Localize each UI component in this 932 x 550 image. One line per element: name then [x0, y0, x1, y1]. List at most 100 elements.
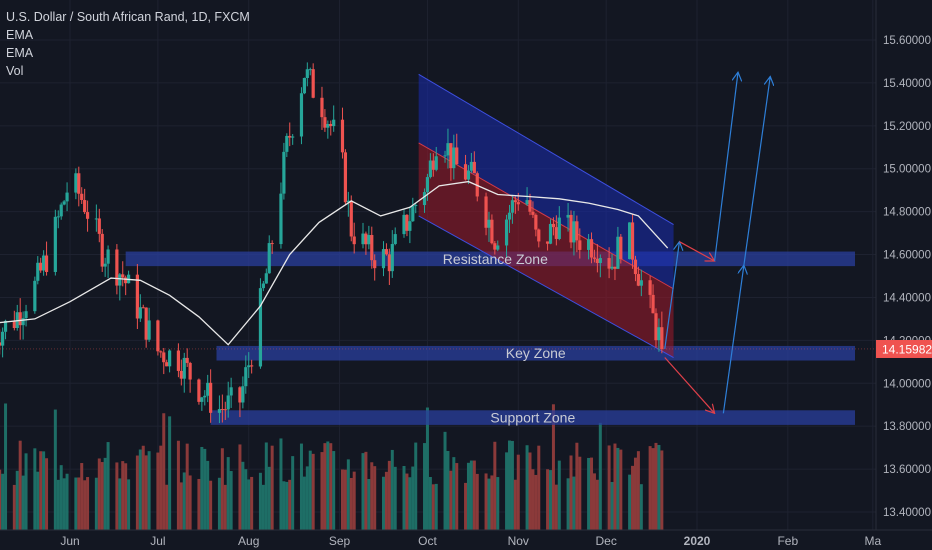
candle-body	[0, 342, 2, 346]
candle-body	[94, 218, 98, 220]
volume-bar	[282, 481, 286, 530]
volume-bar	[141, 445, 145, 530]
candle-body	[367, 235, 371, 245]
volume-bar	[308, 450, 312, 530]
volume-bar	[393, 466, 397, 530]
volume-bar	[179, 482, 183, 530]
volume-bar	[188, 475, 192, 530]
candle-body	[279, 193, 283, 245]
zone-label: Key Zone	[506, 345, 566, 361]
volume-bar	[516, 454, 520, 530]
candle-body	[288, 135, 292, 138]
symbol-title[interactable]: U.S. Dollar / South African Rand, 1D, FX…	[6, 10, 250, 24]
candle-body	[373, 260, 377, 269]
volume-bar	[206, 460, 210, 530]
volume-bar	[487, 478, 491, 530]
volume-bar	[162, 413, 166, 530]
volume-bar	[42, 451, 46, 530]
volume-bar	[428, 477, 432, 530]
candle-body	[241, 386, 245, 403]
time-tick-label: Sep	[329, 534, 351, 548]
volume-bar	[466, 462, 470, 530]
volume-bar	[12, 484, 16, 530]
volume-bar	[531, 469, 535, 530]
candle-body	[217, 409, 222, 413]
volume-bar	[578, 456, 582, 530]
candle-body	[282, 151, 286, 194]
candle-body	[575, 221, 579, 241]
candle-body	[261, 283, 265, 289]
candle-body	[381, 249, 386, 269]
volume-bar	[598, 422, 602, 530]
volume-bar	[546, 469, 550, 530]
volume-bar	[525, 445, 529, 530]
candle-body	[384, 249, 389, 255]
candle-body	[53, 216, 57, 272]
volume-bar	[469, 460, 473, 530]
volume-bar	[288, 479, 292, 530]
indicator-ema-2[interactable]: EMA	[6, 46, 34, 60]
candle-body	[182, 357, 186, 379]
candle-body	[490, 219, 494, 244]
volume-bar	[464, 482, 468, 530]
volume-bar	[24, 453, 28, 530]
candle-body	[179, 370, 183, 379]
volume-bar	[138, 449, 142, 530]
volume-bar	[592, 473, 596, 530]
volume-bar	[510, 440, 514, 530]
candle-body	[305, 69, 309, 78]
time-tick-label: Dec	[596, 534, 617, 548]
candle-body	[493, 243, 497, 250]
volume-bar	[144, 455, 148, 530]
candle-body	[247, 365, 251, 368]
volume-bar	[554, 484, 558, 530]
volume-bar	[651, 448, 655, 530]
volume-bar	[587, 457, 591, 530]
candle-body	[545, 241, 550, 244]
volume-bar	[340, 469, 344, 530]
candle-body	[578, 240, 582, 250]
volume-bar	[367, 478, 371, 530]
candle-body	[326, 123, 330, 128]
volume-bar	[220, 448, 224, 530]
volume-bar	[197, 478, 201, 530]
price-axis[interactable]: 15.60000 15.40000 15.20000 15.00000 14.80000…	[875, 0, 932, 550]
candle-body	[308, 69, 312, 71]
volume-bar	[443, 431, 447, 530]
volume-bar	[62, 478, 66, 530]
candle-body	[472, 161, 476, 174]
zone-band	[216, 345, 855, 361]
candle-body	[610, 266, 614, 269]
indicator-ema-1[interactable]: EMA	[6, 28, 34, 42]
candle-body	[657, 327, 661, 341]
volume-bar	[654, 442, 658, 530]
candle-body	[466, 170, 471, 180]
candle-body	[188, 362, 192, 380]
indicator-volume[interactable]: Vol	[6, 64, 24, 78]
candle-body	[648, 280, 652, 295]
channel-upper-half	[418, 74, 674, 289]
volume-bar	[135, 455, 139, 530]
volume-bar	[408, 477, 412, 530]
candle-body	[616, 236, 620, 269]
volume-bar	[217, 477, 221, 530]
candle-body	[408, 221, 412, 231]
time-axis[interactable]: Jun Jul Aug Sep Oct Nov Dec 2020 Feb Ma	[0, 529, 932, 550]
volume-bar	[657, 444, 661, 530]
candle-body	[226, 395, 230, 410]
volume-bar	[241, 461, 245, 530]
volume-bar	[610, 481, 614, 530]
volume-bar	[323, 443, 327, 530]
candle-body	[651, 294, 655, 314]
volume-bar	[103, 457, 107, 530]
volume-bar	[106, 442, 110, 530]
volume-bar	[302, 476, 306, 530]
volume-bar	[534, 474, 538, 530]
candle-body	[18, 312, 22, 326]
candle-body	[302, 77, 306, 94]
time-tick-label: Oct	[418, 534, 437, 548]
candle-body	[220, 409, 224, 411]
candle-body	[393, 234, 397, 244]
volume-bar	[364, 451, 368, 530]
